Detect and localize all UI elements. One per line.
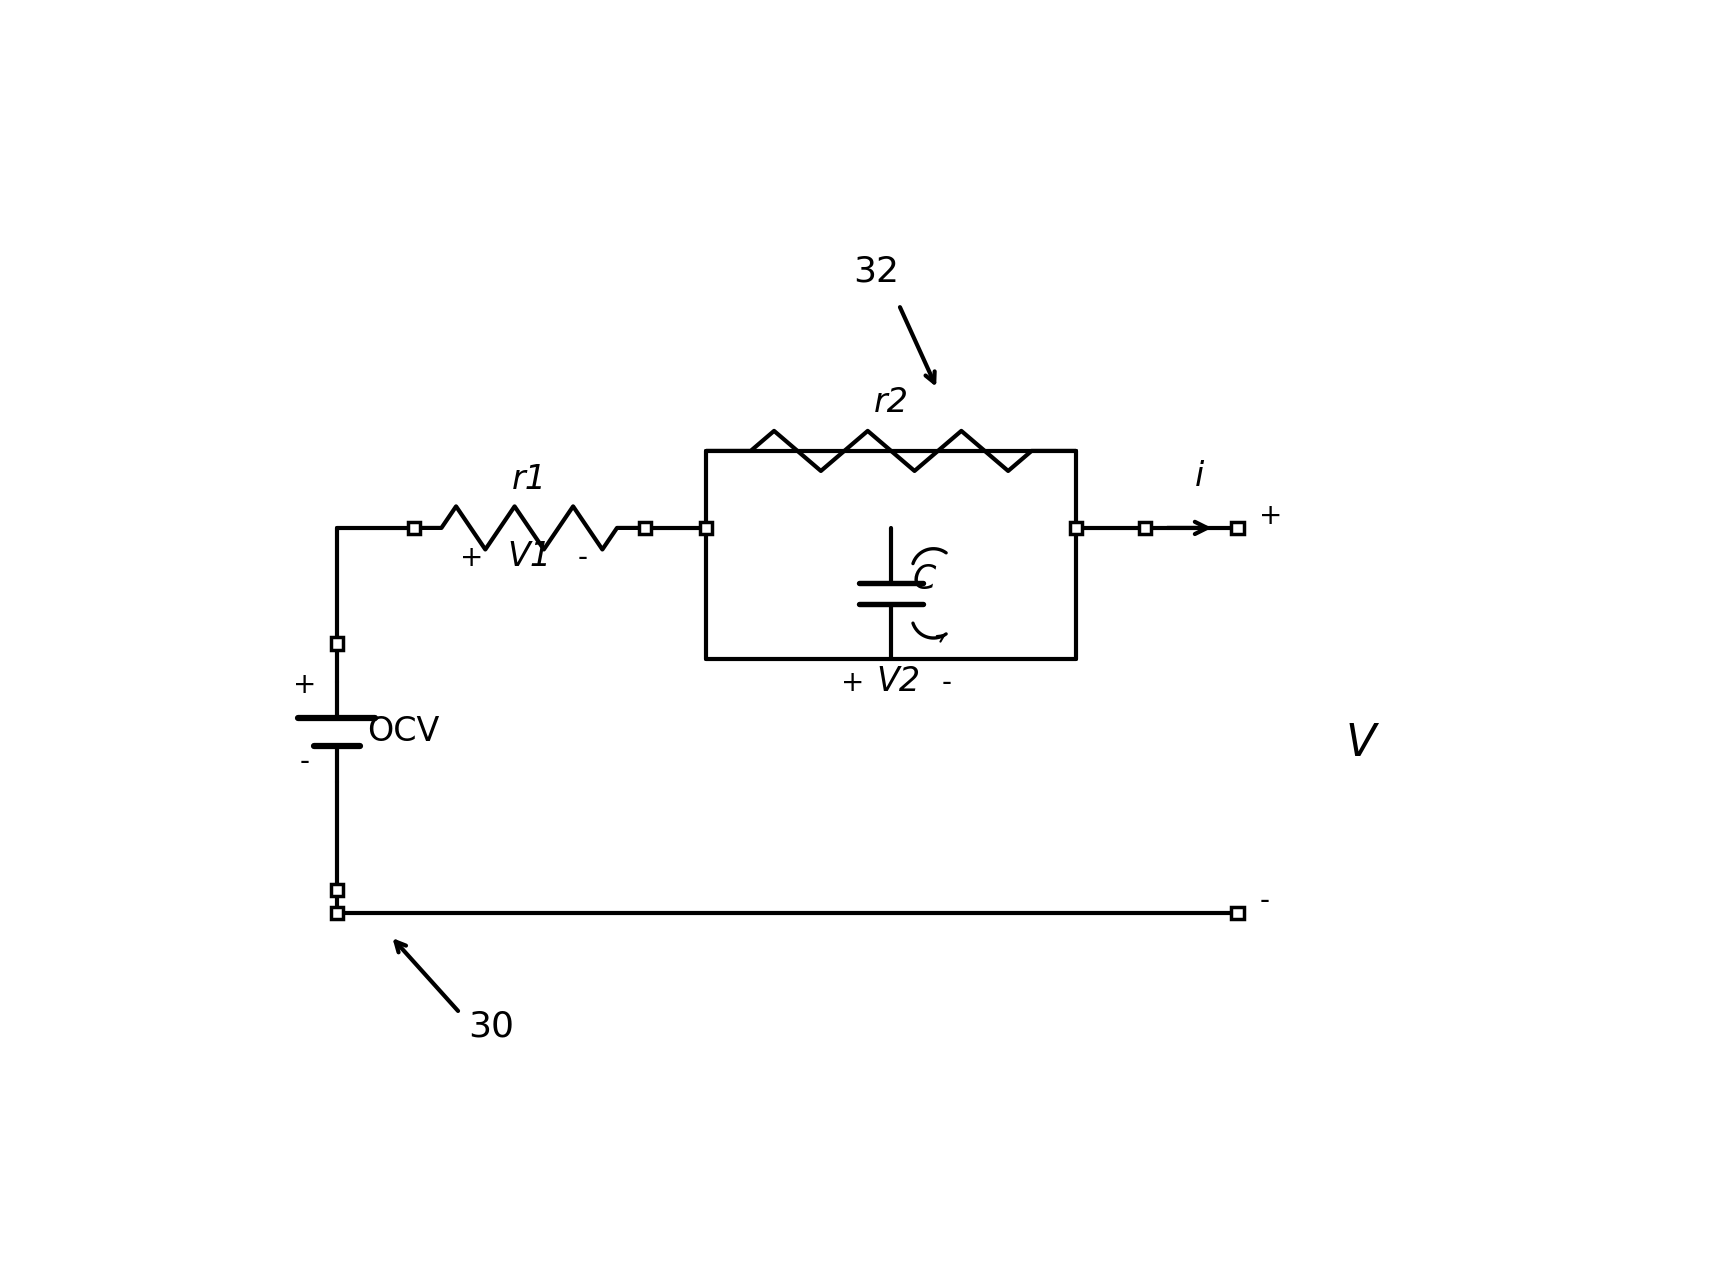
Text: r2: r2 bbox=[874, 385, 909, 418]
Text: V: V bbox=[1346, 721, 1376, 765]
Text: i: i bbox=[1194, 460, 1204, 493]
Text: V2: V2 bbox=[876, 666, 921, 699]
Text: +: + bbox=[460, 544, 482, 572]
Bar bbox=[638, 521, 651, 534]
Text: 30: 30 bbox=[468, 1009, 514, 1044]
Bar bbox=[331, 884, 344, 896]
Bar bbox=[1070, 521, 1083, 534]
Text: C: C bbox=[913, 563, 935, 596]
Bar bbox=[1232, 907, 1244, 919]
Bar bbox=[408, 521, 420, 534]
Bar bbox=[1232, 521, 1244, 534]
Bar bbox=[701, 521, 713, 534]
Text: V1: V1 bbox=[507, 540, 552, 573]
Text: -: - bbox=[300, 748, 309, 776]
Text: r1: r1 bbox=[512, 463, 547, 496]
Text: -: - bbox=[1260, 888, 1270, 915]
Text: -: - bbox=[942, 670, 951, 697]
Text: +: + bbox=[1260, 502, 1282, 530]
Text: -: - bbox=[578, 544, 588, 572]
Bar bbox=[331, 907, 344, 919]
Bar bbox=[331, 638, 344, 649]
Text: +: + bbox=[293, 672, 316, 700]
Text: OCV: OCV bbox=[368, 715, 441, 748]
Text: 32: 32 bbox=[852, 255, 899, 289]
Text: +: + bbox=[841, 670, 864, 697]
Bar bbox=[1140, 521, 1152, 534]
